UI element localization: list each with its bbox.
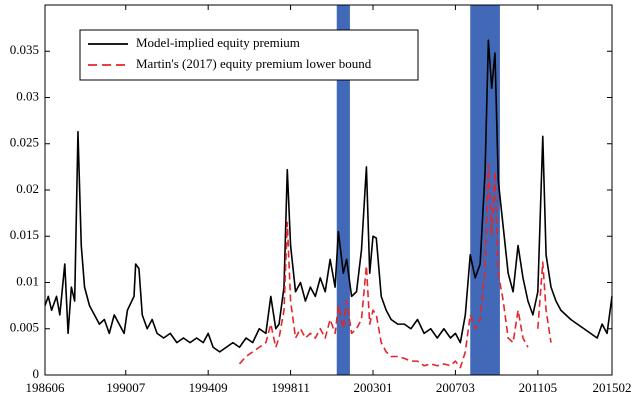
recession-band xyxy=(336,5,350,375)
y-tick-label: 0.025 xyxy=(10,135,39,150)
x-tick-label: 199409 xyxy=(189,380,228,395)
x-tick-label: 199811 xyxy=(271,380,310,395)
x-tick-label: 198606 xyxy=(26,380,66,395)
x-tick-label: 199007 xyxy=(106,380,146,395)
y-tick-label: 0.03 xyxy=(16,88,39,103)
x-tick-label: 200703 xyxy=(436,380,475,395)
y-tick-label: 0 xyxy=(33,366,40,381)
legend-label: Martin's (2017) equity premium lower bou… xyxy=(136,56,372,71)
y-tick-label: 0.015 xyxy=(10,227,39,242)
plot-frame xyxy=(44,4,613,376)
y-tick-label: 0.02 xyxy=(16,181,39,196)
series-line xyxy=(44,39,613,353)
y-tick-label: 0.035 xyxy=(10,42,39,57)
legend-box xyxy=(79,29,419,81)
x-tick-label: 201502 xyxy=(593,380,632,395)
series-line xyxy=(238,163,552,369)
x-tick-label: 201105 xyxy=(519,380,558,395)
x-tick-label: 200301 xyxy=(354,380,393,395)
legend-label: Model-implied equity premium xyxy=(136,35,300,50)
y-tick-label: 0.005 xyxy=(10,320,39,335)
y-tick-label: 0.01 xyxy=(16,273,39,288)
